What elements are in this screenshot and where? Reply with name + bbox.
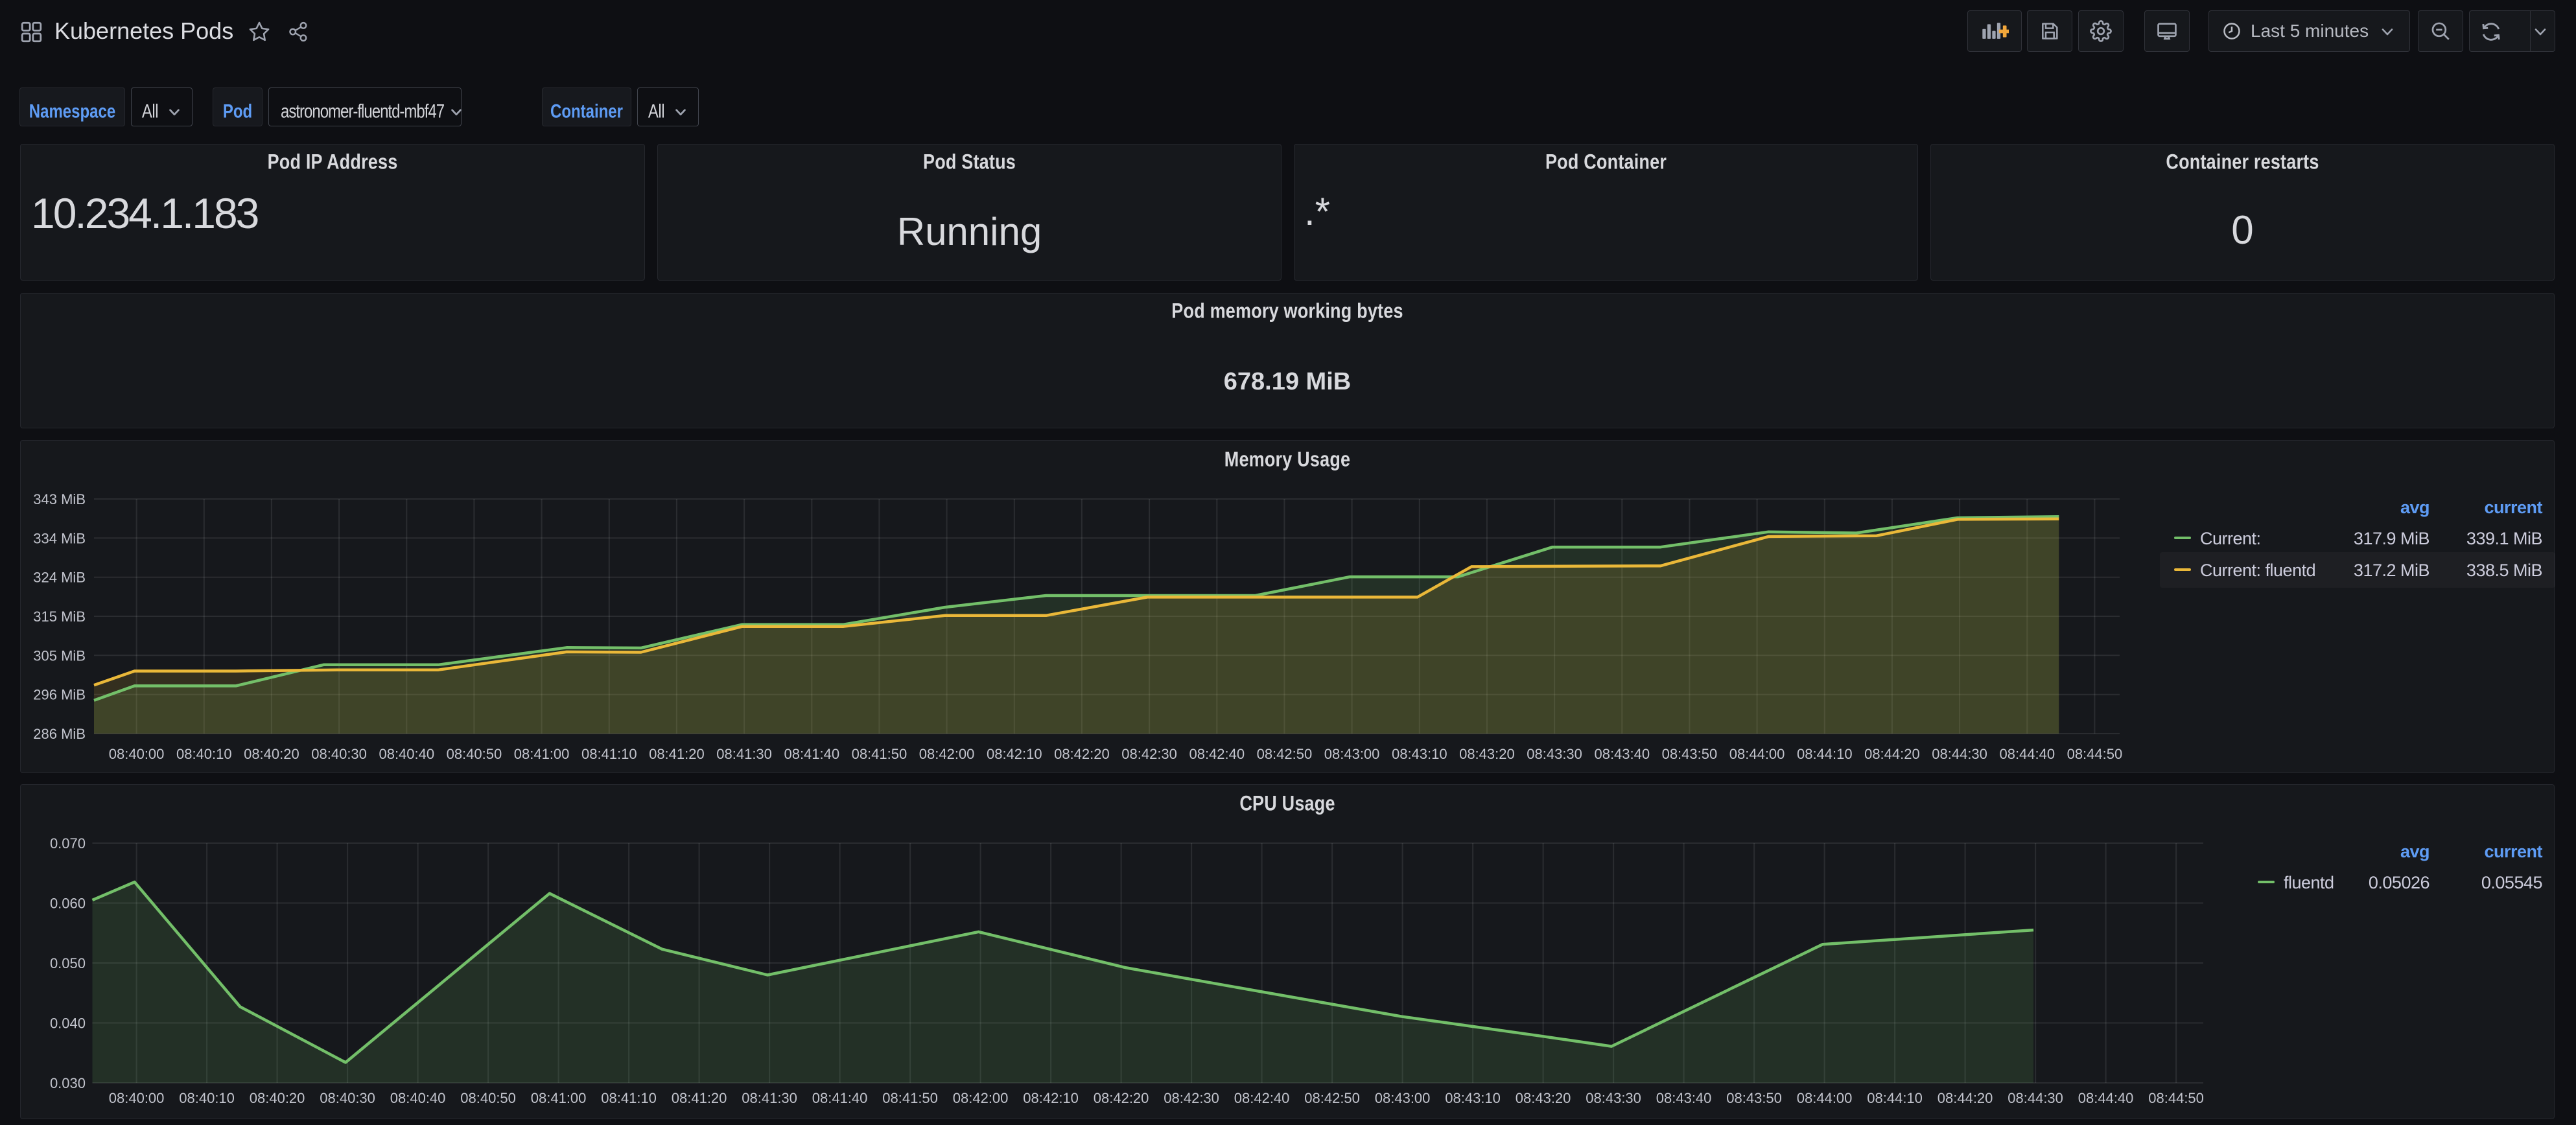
- svg-text:0.040: 0.040: [50, 1015, 86, 1032]
- svg-text:286 MiB: 286 MiB: [33, 726, 86, 742]
- svg-text:08:42:00: 08:42:00: [953, 1090, 1009, 1106]
- svg-text:08:42:30: 08:42:30: [1121, 746, 1177, 762]
- svg-text:0.050: 0.050: [50, 955, 86, 971]
- svg-text:08:44:50: 08:44:50: [2148, 1090, 2204, 1106]
- svg-text:334 MiB: 334 MiB: [33, 530, 86, 546]
- svg-text:08:40:40: 08:40:40: [379, 746, 434, 762]
- svg-text:08:40:30: 08:40:30: [311, 746, 367, 762]
- svg-text:08:42:00: 08:42:00: [919, 746, 975, 762]
- svg-text:08:40:20: 08:40:20: [250, 1090, 305, 1106]
- svg-text:08:44:10: 08:44:10: [1797, 746, 1853, 762]
- svg-text:08:41:20: 08:41:20: [672, 1090, 727, 1106]
- svg-text:08:44:40: 08:44:40: [2078, 1090, 2134, 1106]
- svg-text:08:40:10: 08:40:10: [179, 1090, 235, 1106]
- svg-text:08:44:00: 08:44:00: [1797, 1090, 1853, 1106]
- svg-text:08:40:50: 08:40:50: [447, 746, 502, 762]
- svg-text:08:40:10: 08:40:10: [176, 746, 232, 762]
- svg-text:324 MiB: 324 MiB: [33, 570, 86, 586]
- svg-text:08:42:20: 08:42:20: [1054, 746, 1110, 762]
- svg-text:08:44:30: 08:44:30: [1932, 746, 1987, 762]
- svg-text:08:42:10: 08:42:10: [1023, 1090, 1079, 1106]
- svg-text:08:42:40: 08:42:40: [1234, 1090, 1290, 1106]
- svg-text:08:43:20: 08:43:20: [1516, 1090, 1571, 1106]
- svg-text:08:42:10: 08:42:10: [987, 746, 1042, 762]
- svg-text:08:44:20: 08:44:20: [1938, 1090, 1993, 1106]
- svg-text:08:40:20: 08:40:20: [244, 746, 299, 762]
- svg-text:08:41:10: 08:41:10: [581, 746, 637, 762]
- svg-text:08:43:20: 08:43:20: [1459, 746, 1515, 762]
- svg-text:08:44:00: 08:44:00: [1729, 746, 1785, 762]
- svg-text:08:41:50: 08:41:50: [882, 1090, 938, 1106]
- svg-text:08:44:10: 08:44:10: [1867, 1090, 1923, 1106]
- svg-text:08:43:40: 08:43:40: [1594, 746, 1650, 762]
- svg-text:08:41:40: 08:41:40: [784, 746, 839, 762]
- svg-text:08:43:50: 08:43:50: [1662, 746, 1718, 762]
- svg-text:08:41:30: 08:41:30: [742, 1090, 797, 1106]
- svg-text:296 MiB: 296 MiB: [33, 687, 86, 703]
- svg-text:08:43:30: 08:43:30: [1527, 746, 1582, 762]
- svg-text:08:41:40: 08:41:40: [812, 1090, 868, 1106]
- svg-text:08:40:00: 08:40:00: [109, 1090, 165, 1106]
- svg-text:08:43:40: 08:43:40: [1656, 1090, 1712, 1106]
- svg-text:08:43:30: 08:43:30: [1586, 1090, 1641, 1106]
- svg-text:08:43:10: 08:43:10: [1445, 1090, 1501, 1106]
- svg-text:305 MiB: 305 MiB: [33, 647, 86, 664]
- svg-text:08:42:50: 08:42:50: [1304, 1090, 1360, 1106]
- svg-text:08:41:00: 08:41:00: [514, 746, 570, 762]
- svg-text:0.030: 0.030: [50, 1075, 86, 1091]
- svg-text:08:40:40: 08:40:40: [390, 1090, 446, 1106]
- svg-text:08:44:40: 08:44:40: [1999, 746, 2055, 762]
- svg-text:08:44:20: 08:44:20: [1864, 746, 1920, 762]
- svg-text:08:41:50: 08:41:50: [852, 746, 907, 762]
- svg-text:08:42:50: 08:42:50: [1257, 746, 1313, 762]
- svg-text:08:41:10: 08:41:10: [601, 1090, 657, 1106]
- svg-text:08:44:50: 08:44:50: [2067, 746, 2123, 762]
- svg-text:08:42:40: 08:42:40: [1189, 746, 1245, 762]
- svg-text:315 MiB: 315 MiB: [33, 609, 86, 625]
- svg-text:08:43:00: 08:43:00: [1324, 746, 1380, 762]
- svg-text:343 MiB: 343 MiB: [33, 491, 86, 507]
- svg-text:08:40:30: 08:40:30: [320, 1090, 375, 1106]
- svg-text:08:41:20: 08:41:20: [649, 746, 705, 762]
- svg-text:08:40:00: 08:40:00: [109, 746, 165, 762]
- svg-text:08:43:50: 08:43:50: [1726, 1090, 1782, 1106]
- svg-text:08:41:00: 08:41:00: [531, 1090, 587, 1106]
- svg-text:08:43:00: 08:43:00: [1375, 1090, 1431, 1106]
- svg-text:0.070: 0.070: [50, 835, 86, 852]
- svg-text:08:43:10: 08:43:10: [1392, 746, 1447, 762]
- svg-text:08:42:20: 08:42:20: [1094, 1090, 1149, 1106]
- svg-text:08:41:30: 08:41:30: [716, 746, 772, 762]
- svg-text:08:40:50: 08:40:50: [460, 1090, 516, 1106]
- svg-text:08:42:30: 08:42:30: [1164, 1090, 1219, 1106]
- svg-text:08:44:30: 08:44:30: [2008, 1090, 2063, 1106]
- svg-text:0.060: 0.060: [50, 896, 86, 912]
